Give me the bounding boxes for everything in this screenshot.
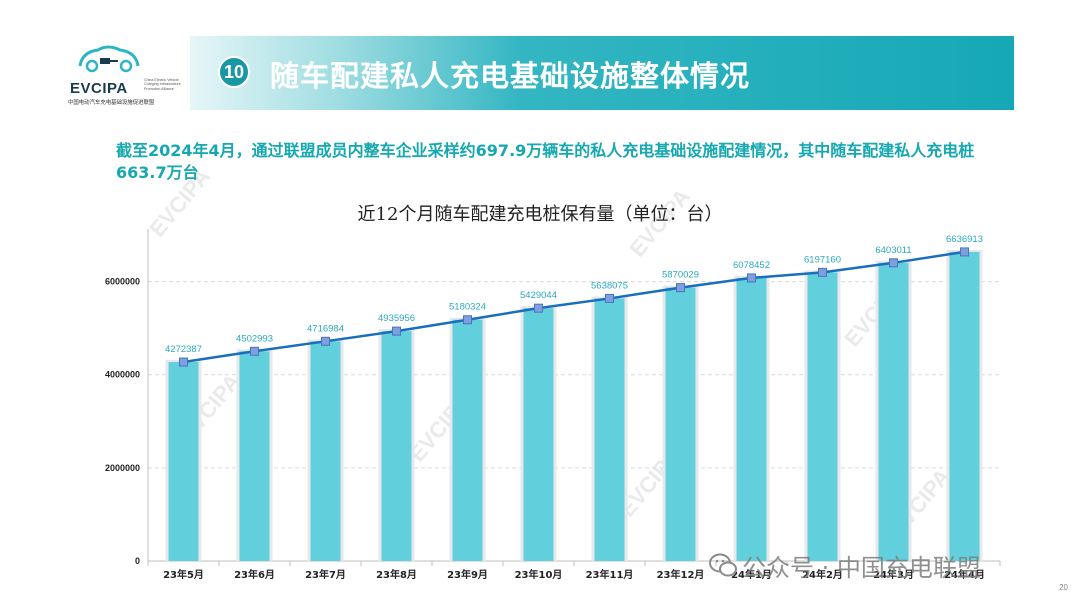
line-marker	[676, 283, 685, 293]
data-label: 5870029	[662, 270, 699, 281]
x-tick-label: 24年3月	[873, 568, 914, 581]
watermark-text: 公众号 · 中国充电联盟	[742, 554, 981, 582]
logo-name: EVCIPA	[70, 80, 128, 97]
x-tick-label: 23年10月	[515, 568, 563, 581]
line-marker	[321, 336, 330, 346]
logo-subtitle-en: China Electric Vehicle Charging Infrastr…	[144, 78, 181, 91]
wechat-icon	[709, 553, 737, 577]
line-marker	[747, 273, 756, 283]
bar	[168, 362, 199, 561]
data-label: 6078452	[733, 260, 770, 271]
bar	[239, 351, 270, 561]
bar	[878, 262, 909, 561]
x-tick-label: 23年12月	[657, 568, 705, 581]
data-label: 5180324	[449, 302, 486, 313]
bar	[523, 308, 554, 561]
evcipa-logo: EVCIPA China Electric Vehicle Charging I…	[64, 40, 184, 110]
x-tick-label: 23年9月	[447, 568, 488, 581]
x-tick-label: 23年5月	[163, 568, 204, 581]
bar	[452, 319, 483, 561]
chart-title: 近12个月随车配建充电桩保有量（单位：台）	[357, 204, 723, 225]
bar	[594, 298, 625, 561]
bar	[381, 331, 412, 561]
data-label: 4502993	[236, 333, 273, 344]
page-title: 随车配建私人充电基础设施整体情况	[270, 59, 751, 93]
line-marker	[392, 326, 401, 336]
title-banner	[190, 36, 1014, 110]
data-label: 5429044	[520, 290, 557, 301]
data-label: 6403011	[875, 245, 911, 256]
x-tick-label: 23年8月	[376, 568, 417, 581]
car-plug-icon	[78, 45, 140, 73]
x-tick-label: 24年2月	[802, 568, 843, 581]
x-tick-label: 23年11月	[586, 568, 634, 581]
line-marker	[179, 357, 188, 367]
x-tick-label: 23年7月	[305, 568, 346, 581]
section-number: 10	[218, 56, 250, 88]
page-number: 20	[1059, 583, 1068, 592]
y-tick-label: 6000000	[105, 277, 140, 287]
line-marker	[818, 267, 827, 277]
data-label: 4716984	[307, 323, 344, 334]
line-marker	[463, 315, 472, 325]
summary-text: 截至2024年4月，通过联盟成员内整车企业采样约697.9万辆车的私人充电基础设…	[116, 141, 975, 182]
bar	[949, 251, 980, 561]
bar	[807, 272, 838, 561]
line-marker	[534, 303, 543, 313]
data-label: 4272387	[165, 344, 202, 355]
logo-subtitle-cn: 中国电动汽车充电基础设施促进联盟	[68, 100, 155, 106]
line-marker	[889, 258, 898, 268]
data-label: 4935956	[378, 313, 415, 324]
data-label: 6636913	[946, 234, 983, 245]
bar	[736, 277, 767, 561]
data-label: 6197160	[804, 254, 841, 265]
line-marker	[605, 293, 614, 303]
x-tick-label: 23年6月	[234, 568, 275, 581]
y-tick-label: 2000000	[105, 463, 140, 473]
x-tick-label: 24年4月	[944, 568, 985, 581]
line-marker	[250, 346, 259, 356]
y-tick-label: 4000000	[105, 370, 140, 380]
data-label: 5638075	[591, 280, 628, 291]
series-line	[183, 250, 965, 364]
x-tick-label: 24年1月	[731, 568, 772, 581]
line-marker	[960, 247, 969, 257]
bar	[310, 341, 341, 561]
y-tick-label: 0	[135, 556, 140, 566]
bar	[665, 287, 696, 561]
